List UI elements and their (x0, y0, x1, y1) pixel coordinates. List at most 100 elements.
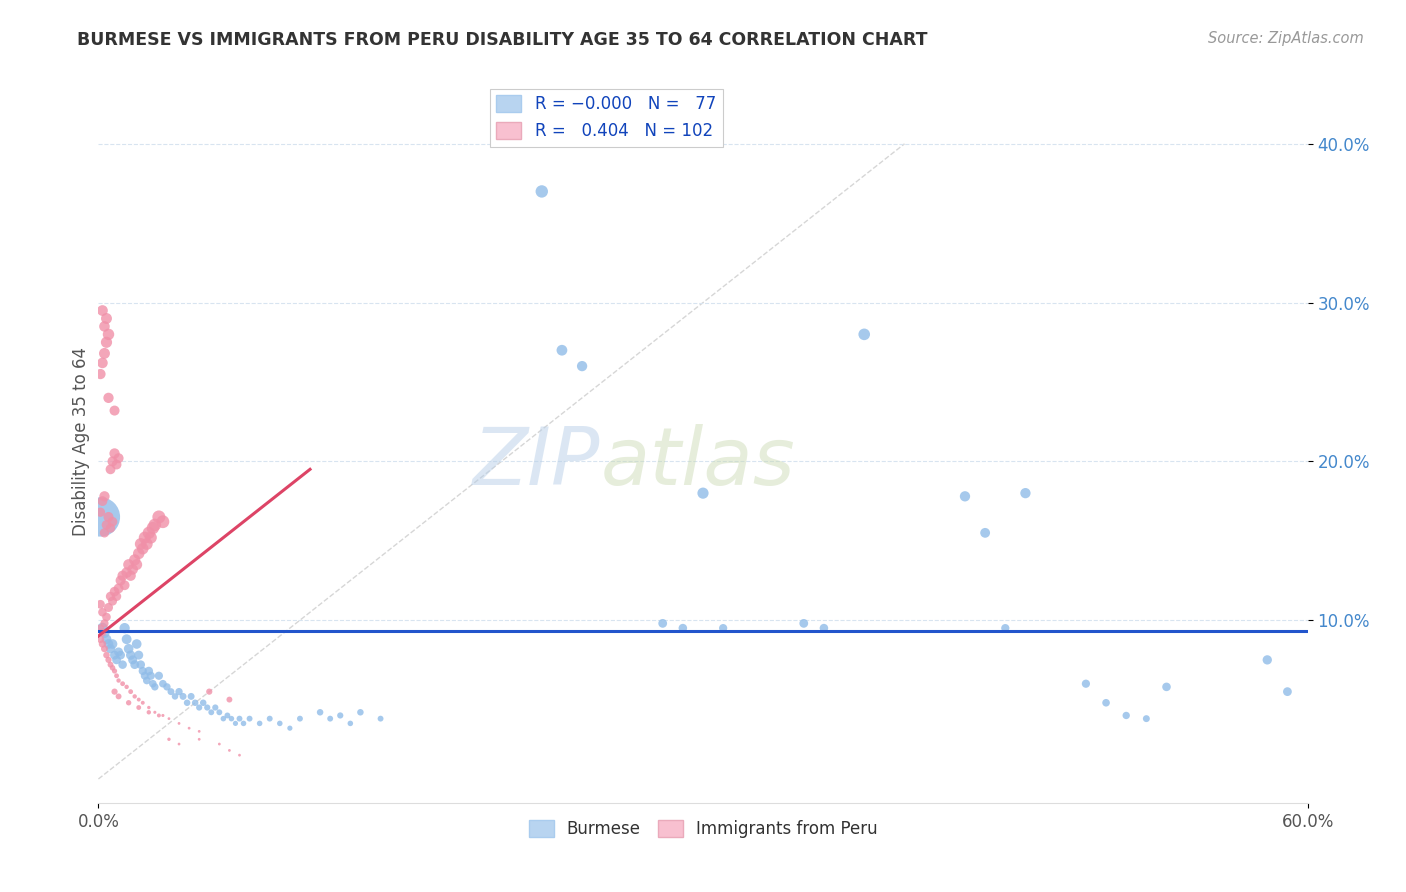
Point (103, 584, 125, 599)
Point (208, 706, 231, 720)
Point (1156, 680, 1178, 694)
Point (132, 696, 155, 710)
Point (195, 700, 218, 714)
Point (115, 632, 138, 647)
Point (157, 732, 180, 747)
Text: atlas: atlas (600, 425, 794, 502)
Point (107, 690, 129, 704)
Point (349, 706, 371, 720)
Point (1256, 653, 1278, 667)
Point (180, 690, 202, 704)
Point (132, 664, 155, 678)
Point (114, 578, 136, 592)
Point (93, 489, 115, 503)
Point (239, 712, 262, 726)
Point (107, 582, 129, 596)
Point (148, 708, 170, 723)
Point (224, 716, 246, 731)
Point (1277, 684, 1299, 698)
Point (221, 712, 243, 726)
Point (96, 648, 118, 662)
Point (139, 531, 162, 545)
Point (110, 574, 132, 588)
Point (93, 525, 115, 540)
Point (128, 692, 150, 706)
Point (110, 648, 132, 662)
Point (193, 696, 215, 710)
Point (551, 343, 574, 358)
Text: BURMESE VS IMMIGRANTS FROM PERU DISABILITY AGE 35 TO 64 CORRELATION CHART: BURMESE VS IMMIGRANTS FROM PERU DISABILI… (77, 31, 928, 49)
Point (163, 690, 186, 704)
Point (148, 669, 170, 683)
Point (953, 489, 976, 503)
Point (97, 653, 120, 667)
Point (651, 616, 673, 631)
Point (120, 568, 142, 582)
Point (100, 641, 122, 656)
Point (93, 346, 115, 360)
Point (530, 185, 553, 199)
Point (101, 661, 124, 675)
Point (132, 541, 155, 556)
Point (1115, 708, 1137, 723)
Point (319, 712, 342, 726)
Point (172, 690, 194, 704)
Point (217, 708, 239, 723)
Point (1074, 676, 1097, 690)
Point (571, 359, 593, 373)
Point (138, 664, 160, 678)
Point (124, 690, 146, 704)
Point (152, 515, 174, 529)
Point (89, 632, 111, 647)
Point (188, 732, 211, 747)
Point (96, 517, 118, 532)
Point (184, 696, 207, 710)
Point (167, 716, 190, 731)
Point (101, 454, 124, 468)
Point (152, 708, 174, 723)
Point (89, 505, 111, 519)
Point (121, 562, 143, 576)
Point (93, 319, 115, 334)
Point (91, 303, 114, 318)
Point (278, 721, 301, 735)
Point (101, 594, 124, 608)
Point (96, 335, 118, 350)
Point (101, 515, 124, 529)
Point (103, 664, 125, 678)
Point (125, 558, 148, 572)
Legend: Burmese, Immigrants from Peru: Burmese, Immigrants from Peru (522, 814, 884, 845)
Point (111, 676, 134, 690)
Point (105, 458, 128, 472)
Point (143, 517, 166, 532)
Point (198, 684, 221, 698)
Point (125, 637, 148, 651)
Point (135, 537, 157, 551)
Point (101, 637, 124, 651)
Point (100, 657, 122, 672)
Point (89, 510, 111, 524)
Point (249, 716, 271, 731)
Point (160, 684, 183, 698)
Point (124, 657, 146, 672)
Point (118, 641, 141, 656)
Point (148, 510, 170, 524)
Point (309, 706, 332, 720)
Point (188, 700, 211, 714)
Point (692, 486, 714, 500)
Point (974, 525, 997, 540)
Point (129, 657, 152, 672)
Point (103, 684, 125, 698)
Point (120, 684, 142, 698)
Point (853, 327, 876, 342)
Point (93, 641, 115, 656)
Point (269, 716, 291, 731)
Point (813, 621, 835, 635)
Point (118, 696, 141, 710)
Point (232, 716, 254, 731)
Point (179, 721, 201, 735)
Point (89, 597, 111, 611)
Point (114, 621, 136, 635)
Point (672, 621, 695, 635)
Point (96, 632, 118, 647)
